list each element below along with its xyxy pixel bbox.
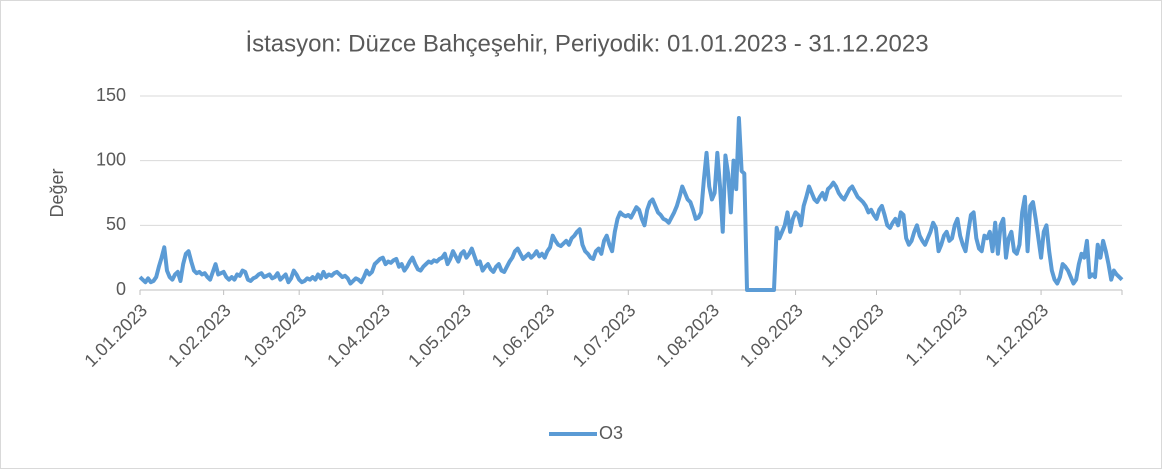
- y-tick-label: 50: [106, 214, 126, 234]
- y-tick-label: 100: [96, 149, 126, 169]
- y-tick-label: 0: [116, 279, 126, 299]
- chart-title: İstasyon: Düzce Bahçeşehir, Periyodik: 0…: [245, 30, 928, 57]
- y-tick-label: 150: [96, 85, 126, 105]
- legend-label: O3: [599, 423, 623, 443]
- y-axis-label: Değer: [47, 168, 67, 217]
- series-line: [138, 115, 1124, 292]
